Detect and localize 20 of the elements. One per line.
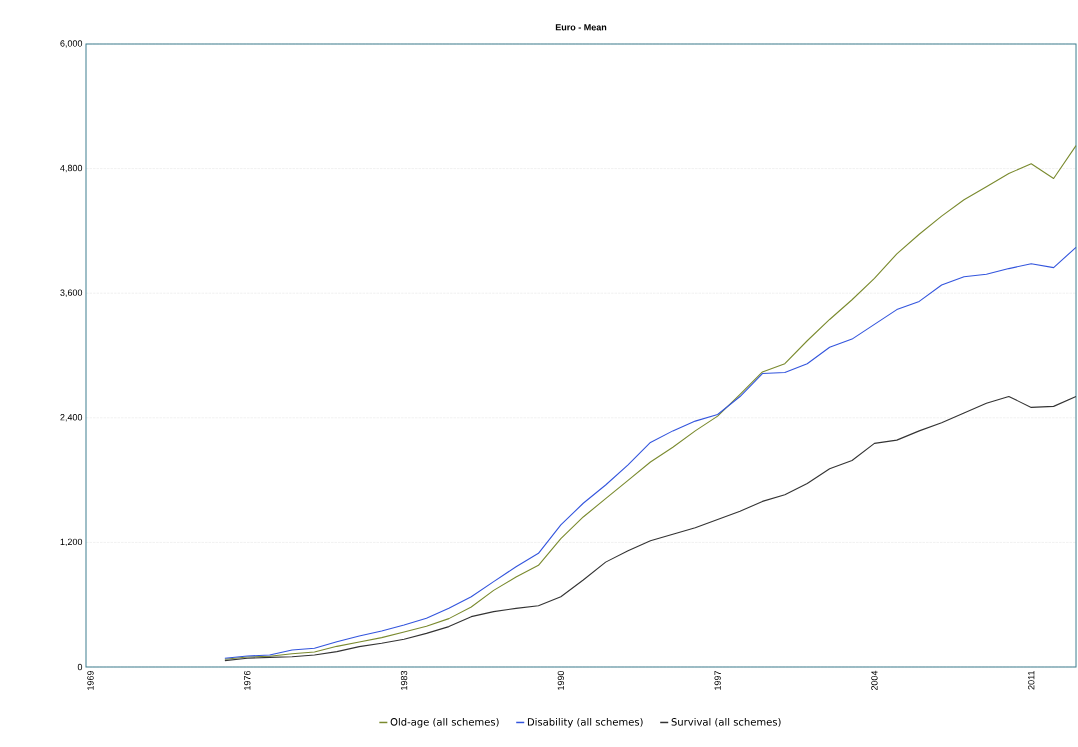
y-tick-label: 6,000: [60, 40, 83, 48]
legend-label: Survival (all schemes): [671, 717, 781, 727]
x-tick-label: 1976: [244, 670, 251, 690]
x-tick-label: 2004: [871, 670, 878, 691]
line-series: [224, 145, 1077, 660]
legend-label: Old-age (all schemes): [390, 717, 499, 728]
legend-label: Disability (all schemes): [527, 717, 643, 728]
line-series: [224, 395, 1077, 662]
y-tick-label: 1,200: [60, 538, 83, 547]
chart-title: Euro - Mean: [555, 24, 607, 31]
x-tick-label: 1997: [714, 670, 721, 690]
y-tick-label: 0: [77, 663, 83, 671]
line-series: [224, 246, 1077, 659]
x-tick-label: 2011: [1028, 670, 1035, 690]
x-tick-label: 1990: [557, 670, 565, 690]
y-tick-label: 2,400: [60, 414, 83, 422]
x-tick-label: 1969: [87, 670, 94, 690]
x-tick-label: 1983: [400, 670, 408, 690]
y-tick-label: 3,600: [60, 289, 83, 297]
y-tick-label: 4,800: [60, 164, 83, 173]
